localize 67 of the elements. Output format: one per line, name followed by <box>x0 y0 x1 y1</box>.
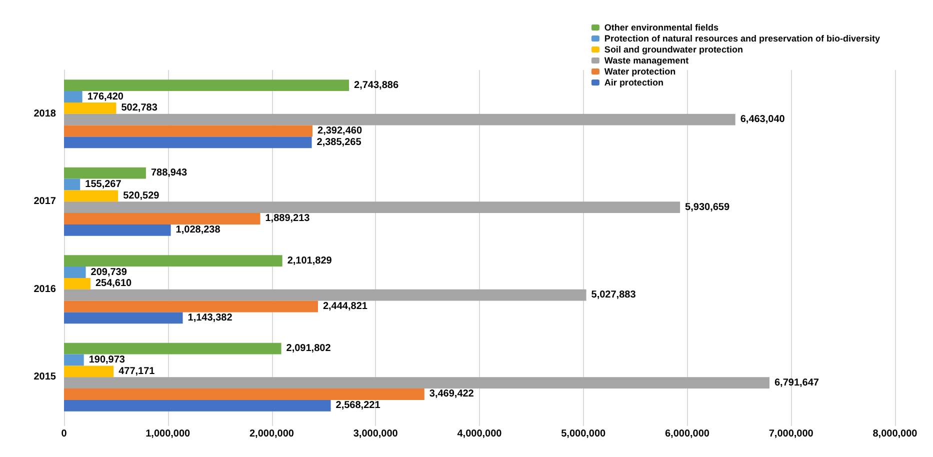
x-tick-label: 3,000,000 <box>353 428 398 440</box>
bar <box>64 136 312 148</box>
y-tick-label: 2015 <box>34 372 56 383</box>
data-label: 176,420 <box>87 91 124 102</box>
y-tick-label: 2016 <box>34 284 56 295</box>
data-label: 477,171 <box>118 366 156 377</box>
x-tick-label: 7,000,000 <box>768 428 814 440</box>
bar <box>64 190 118 202</box>
data-label: 190,973 <box>88 354 126 366</box>
x-tick-label: 4,000,000 <box>457 428 502 440</box>
data-label: 254,610 <box>95 278 132 290</box>
data-label: 5,930,659 <box>685 202 730 213</box>
data-label: 520,529 <box>123 190 160 202</box>
bar <box>64 289 586 301</box>
y-tick-label: 2017 <box>34 196 56 208</box>
bar <box>64 312 183 324</box>
bar <box>64 255 282 267</box>
bar <box>64 224 171 236</box>
data-label: 3,469,422 <box>429 388 474 400</box>
data-label: 2,101,829 <box>287 255 332 266</box>
bar <box>64 202 680 214</box>
bar <box>64 400 331 412</box>
bar <box>64 300 318 312</box>
bar <box>64 213 260 224</box>
data-label: 502,783 <box>121 102 158 114</box>
data-label: 2,568,221 <box>336 400 381 412</box>
bar <box>64 167 146 179</box>
bar <box>64 80 350 92</box>
legend-label: Waste management <box>604 56 689 66</box>
data-label: 209,739 <box>90 266 128 278</box>
data-label: 6,463,040 <box>740 114 786 126</box>
x-tick-label: 0 <box>61 428 68 440</box>
bar <box>64 342 282 354</box>
data-label: 1,889,213 <box>265 213 310 224</box>
legend-label: Air protection <box>604 78 664 88</box>
x-tick-label: 5,000,000 <box>561 428 606 440</box>
data-label: 2,444,821 <box>322 300 368 312</box>
legend-label: Protection of natural resources and preservation of bio-diversity <box>604 34 880 44</box>
bar <box>64 377 770 389</box>
data-label: 788,943 <box>150 168 188 179</box>
bar <box>64 388 424 400</box>
bar <box>64 354 84 366</box>
legend-label: Water protection <box>604 66 676 76</box>
data-label: 155,267 <box>85 179 122 190</box>
legend-label: Other environmental fields <box>604 22 718 32</box>
x-tick-label: 1,000,000 <box>146 428 191 440</box>
data-label: 1,028,238 <box>176 224 221 236</box>
bar <box>64 91 82 102</box>
y-tick-label: 2018 <box>34 108 56 120</box>
data-label: 5,027,883 <box>591 290 636 301</box>
bar <box>64 266 86 278</box>
data-label: 2,091,802 <box>286 343 332 354</box>
x-tick-label: 2,000,000 <box>250 428 294 440</box>
bar <box>64 125 313 137</box>
data-label: 2,385,265 <box>316 136 362 148</box>
x-tick-label: 6,000,000 <box>665 428 710 440</box>
data-label: 2,392,460 <box>318 125 362 136</box>
x-tick-label: 8,000,000 <box>872 428 918 440</box>
data-label: 2,743,886 <box>354 80 399 91</box>
bar <box>64 102 116 114</box>
bar <box>64 366 114 378</box>
legend-label: Soil and groundwater protection <box>604 44 743 54</box>
bar <box>64 278 90 290</box>
bar <box>64 114 736 126</box>
data-label: 1,143,382 <box>188 312 233 324</box>
data-label: 6,791,647 <box>774 377 820 388</box>
bar <box>64 178 80 190</box>
